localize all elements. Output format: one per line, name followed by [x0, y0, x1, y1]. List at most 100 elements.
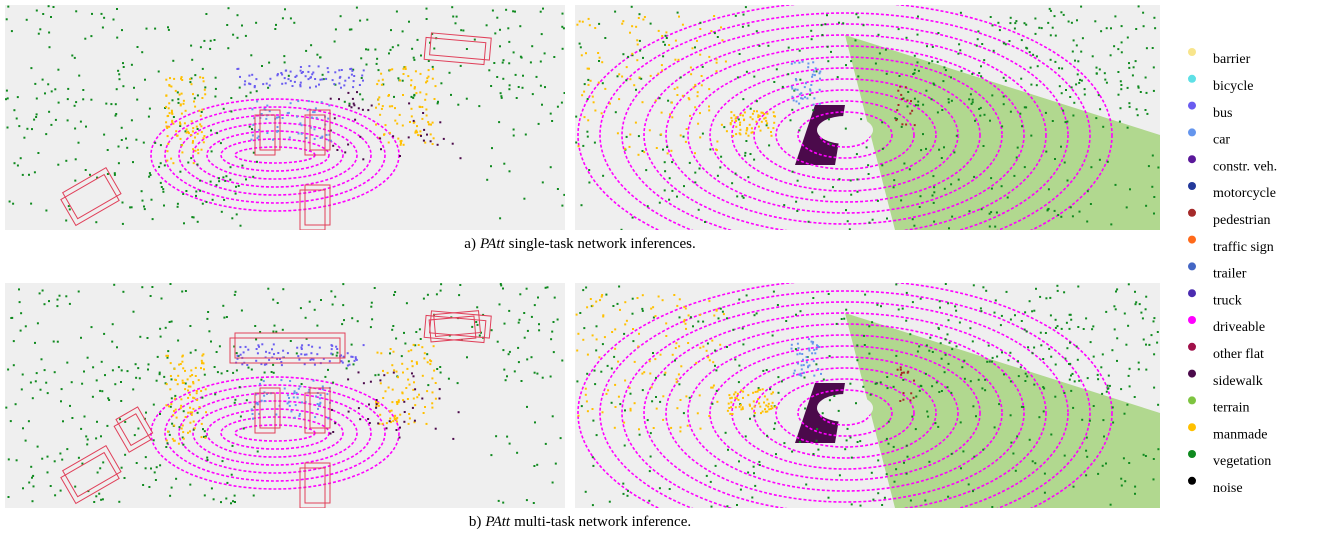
point	[846, 439, 848, 441]
point	[402, 392, 404, 394]
point	[429, 363, 431, 365]
point	[89, 174, 91, 176]
point	[471, 326, 473, 328]
point	[509, 443, 511, 445]
point	[427, 384, 429, 386]
point	[443, 138, 445, 140]
point	[682, 95, 684, 97]
point	[649, 360, 651, 362]
point	[945, 354, 947, 356]
point	[197, 221, 199, 223]
point	[181, 113, 183, 115]
point	[353, 75, 355, 77]
point	[667, 152, 669, 154]
point	[238, 185, 240, 187]
point	[187, 162, 189, 164]
point	[730, 508, 732, 510]
point	[420, 338, 422, 340]
point	[61, 388, 63, 390]
point	[418, 394, 420, 396]
legend-marker	[1188, 102, 1196, 110]
point	[290, 340, 292, 342]
point	[678, 345, 680, 347]
point	[448, 378, 450, 380]
point	[1032, 460, 1034, 462]
point	[1001, 125, 1003, 127]
point	[320, 299, 322, 301]
point	[295, 404, 297, 406]
point	[497, 341, 499, 343]
point	[189, 484, 191, 486]
point	[33, 119, 35, 121]
point	[1032, 54, 1034, 56]
point	[90, 35, 92, 37]
point	[146, 28, 148, 30]
point	[169, 434, 171, 436]
point	[151, 199, 153, 201]
point	[781, 380, 783, 382]
point	[319, 398, 321, 400]
point	[401, 355, 403, 357]
point	[121, 29, 123, 31]
point	[1153, 387, 1155, 389]
point	[339, 77, 341, 79]
point	[925, 90, 927, 92]
point	[200, 367, 202, 369]
point	[301, 383, 303, 385]
point	[992, 24, 994, 26]
point	[316, 353, 318, 355]
point	[1001, 351, 1003, 353]
point	[147, 369, 149, 371]
point	[234, 495, 236, 497]
point	[426, 115, 428, 117]
point	[706, 350, 708, 352]
point	[167, 350, 169, 352]
point	[173, 410, 175, 412]
point	[288, 397, 290, 399]
point	[988, 345, 990, 347]
point	[183, 438, 185, 440]
point	[950, 76, 952, 78]
point	[25, 440, 27, 442]
point	[227, 47, 229, 49]
point	[181, 151, 183, 153]
point	[74, 57, 76, 59]
point	[171, 110, 173, 112]
point	[911, 110, 913, 112]
point	[534, 304, 536, 306]
point	[809, 94, 811, 96]
point	[633, 84, 635, 86]
point	[828, 118, 830, 120]
point	[1054, 15, 1056, 17]
point	[634, 402, 636, 404]
point	[790, 119, 792, 121]
point	[732, 329, 734, 331]
point	[142, 200, 144, 202]
point	[797, 363, 799, 365]
point	[7, 6, 9, 8]
point	[107, 149, 109, 151]
point	[725, 432, 727, 434]
point	[232, 500, 234, 502]
point	[1010, 319, 1012, 321]
point	[41, 358, 43, 360]
point	[768, 408, 770, 410]
point	[917, 34, 919, 36]
point	[237, 14, 239, 16]
point	[460, 65, 462, 67]
point	[182, 444, 184, 446]
point	[676, 378, 678, 380]
point	[121, 369, 123, 371]
point	[707, 343, 709, 345]
point	[530, 61, 532, 63]
point	[1010, 442, 1012, 444]
point	[254, 86, 256, 88]
point	[290, 17, 292, 19]
point	[314, 416, 316, 418]
point	[139, 336, 141, 338]
point	[638, 333, 640, 335]
point	[47, 83, 49, 85]
point	[268, 359, 270, 361]
point	[793, 99, 795, 101]
point	[1033, 384, 1035, 386]
